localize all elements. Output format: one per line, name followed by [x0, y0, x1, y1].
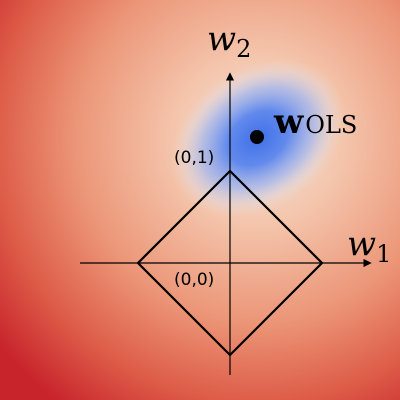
ols-label: wOLS	[273, 102, 357, 142]
origin-label: (0,0)	[174, 270, 214, 290]
x-axis-label: w1	[347, 224, 391, 268]
x-axis-label-main: w	[347, 224, 376, 264]
ols-label-sub: OLS	[305, 111, 357, 139]
ols-point	[250, 130, 264, 144]
ols-label-main: w	[273, 102, 304, 142]
unit-point-label: (0,1)	[174, 148, 214, 168]
y-axis-label-sub: 2	[236, 35, 251, 63]
y-axis-label-main: w	[207, 19, 236, 59]
l1-constraint-diamond	[136, 169, 324, 357]
x-axis-label-sub: 1	[376, 240, 391, 268]
y-axis-label: w2	[207, 19, 251, 63]
